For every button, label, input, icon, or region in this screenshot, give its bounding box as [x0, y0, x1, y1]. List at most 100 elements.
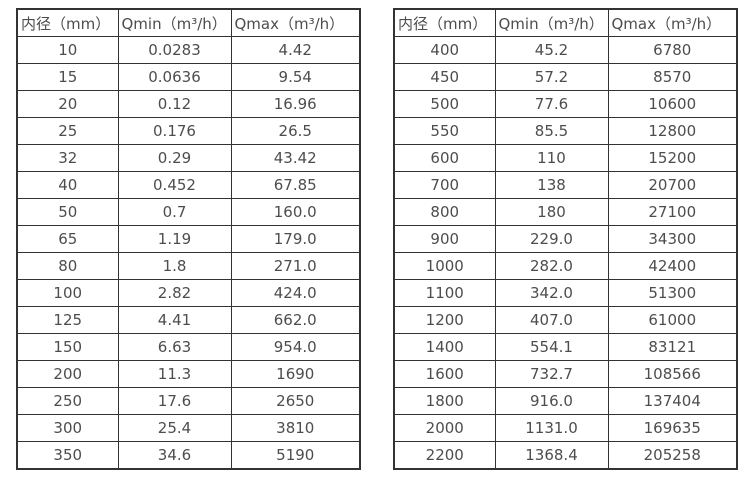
- table-cell: 1400: [393, 333, 496, 361]
- table-row: 100 2.82 424.0: [16, 279, 361, 307]
- table-cell: 83121: [607, 333, 738, 361]
- table-cell: 2.82: [117, 279, 232, 307]
- table-cell: 0.7: [117, 198, 232, 226]
- column-header-1: Qmin（m³/h）: [494, 8, 609, 37]
- table-row: 40 0.452 67.85: [16, 171, 361, 199]
- table-row: 700 138 20700: [393, 171, 738, 199]
- table-cell: 108566: [607, 360, 738, 388]
- table-row: 500 77.6 10600: [393, 90, 738, 118]
- table-cell: 80: [16, 252, 119, 280]
- table-row: 600 110 15200: [393, 144, 738, 172]
- table-row: 150 6.63 954.0: [16, 333, 361, 361]
- table-cell: 57.2: [494, 63, 609, 91]
- table-cell: 26.5: [230, 117, 361, 145]
- table-cell: 77.6: [494, 90, 609, 118]
- page-content: 内径（mm） Qmin（m³/h） Qmax（m³/h） 10 0.0283 4.42 15…: [16, 8, 738, 470]
- table-cell: 732.7: [494, 360, 609, 388]
- column-header-0: 内径（mm）: [16, 8, 119, 37]
- table-row: 65 1.19 179.0: [16, 225, 361, 253]
- table-cell: 1100: [393, 279, 496, 307]
- table-cell: 180: [494, 198, 609, 226]
- table-row: 25 0.176 26.5: [16, 117, 361, 145]
- table-cell: 65: [16, 225, 119, 253]
- table-cell: 5190: [230, 441, 361, 470]
- table-cell: 1131.0: [494, 414, 609, 442]
- table-cell: 450: [393, 63, 496, 91]
- table-cell: 32: [16, 144, 119, 172]
- table-cell: 424.0: [230, 279, 361, 307]
- table-cell: 160.0: [230, 198, 361, 226]
- table-cell: 1200: [393, 306, 496, 334]
- table-cell: 342.0: [494, 279, 609, 307]
- table-cell: 50: [16, 198, 119, 226]
- table-cell: 25.4: [117, 414, 232, 442]
- table-cell: 1368.4: [494, 441, 609, 470]
- table-cell: 40: [16, 171, 119, 199]
- table-cell: 550: [393, 117, 496, 145]
- table-cell: 250: [16, 387, 119, 415]
- table-cell: 407.0: [494, 306, 609, 334]
- table-row: 1200 407.0 61000: [393, 306, 738, 334]
- table-cell: 34.6: [117, 441, 232, 470]
- table-cell: 0.452: [117, 171, 232, 199]
- table-row: 10 0.0283 4.42: [16, 36, 361, 64]
- column-header-1: Qmin（m³/h）: [117, 8, 232, 37]
- table-cell: 6.63: [117, 333, 232, 361]
- table-cell: 169635: [607, 414, 738, 442]
- table-cell: 400: [393, 36, 496, 64]
- table-cell: 4.41: [117, 306, 232, 334]
- table-row: 250 17.6 2650: [16, 387, 361, 415]
- table-cell: 16.96: [230, 90, 361, 118]
- table-row: 1100 342.0 51300: [393, 279, 738, 307]
- table-cell: 6780: [607, 36, 738, 64]
- table-cell: 554.1: [494, 333, 609, 361]
- table-row: 1400 554.1 83121: [393, 333, 738, 361]
- table-cell: 20: [16, 90, 119, 118]
- table-row: 900 229.0 34300: [393, 225, 738, 253]
- table-cell: 916.0: [494, 387, 609, 415]
- table-cell: 4.42: [230, 36, 361, 64]
- table-row: 400 45.2 6780: [393, 36, 738, 64]
- table-cell: 700: [393, 171, 496, 199]
- table-cell: 0.29: [117, 144, 232, 172]
- table-cell: 42400: [607, 252, 738, 280]
- table-row: 80 1.8 271.0: [16, 252, 361, 280]
- table-cell: 110: [494, 144, 609, 172]
- header-row: 内径（mm） Qmin（m³/h） Qmax（m³/h）: [393, 8, 738, 37]
- table-cell: 138: [494, 171, 609, 199]
- table-cell: 800: [393, 198, 496, 226]
- header-row: 内径（mm） Qmin（m³/h） Qmax（m³/h）: [16, 8, 361, 37]
- table-row: 1000 282.0 42400: [393, 252, 738, 280]
- table-row: 350 34.6 5190: [16, 441, 361, 470]
- table-cell: 51300: [607, 279, 738, 307]
- table-cell: 67.85: [230, 171, 361, 199]
- table-cell: 20700: [607, 171, 738, 199]
- table-row: 1600 732.7 108566: [393, 360, 738, 388]
- table-cell: 2000: [393, 414, 496, 442]
- table-cell: 25: [16, 117, 119, 145]
- table-cell: 12800: [607, 117, 738, 145]
- table-cell: 1000: [393, 252, 496, 280]
- table-cell: 3810: [230, 414, 361, 442]
- table-cell: 1.19: [117, 225, 232, 253]
- table-row: 300 25.4 3810: [16, 414, 361, 442]
- table-cell: 229.0: [494, 225, 609, 253]
- table-cell: 100: [16, 279, 119, 307]
- table-cell: 10600: [607, 90, 738, 118]
- table-cell: 11.3: [117, 360, 232, 388]
- table-cell: 0.12: [117, 90, 232, 118]
- table-cell: 1690: [230, 360, 361, 388]
- table-cell: 27100: [607, 198, 738, 226]
- table-row: 32 0.29 43.42: [16, 144, 361, 172]
- table-row: 125 4.41 662.0: [16, 306, 361, 334]
- table-cell: 137404: [607, 387, 738, 415]
- flow-table-small-diameters: 内径（mm） Qmin（m³/h） Qmax（m³/h） 10 0.0283 4.42 15…: [16, 8, 361, 470]
- table-row: 450 57.2 8570: [393, 63, 738, 91]
- table-cell: 600: [393, 144, 496, 172]
- table-cell: 2200: [393, 441, 496, 470]
- table-cell: 900: [393, 225, 496, 253]
- table-cell: 1600: [393, 360, 496, 388]
- table-cell: 34300: [607, 225, 738, 253]
- table-cell: 662.0: [230, 306, 361, 334]
- column-header-2: Qmax（m³/h）: [230, 8, 361, 37]
